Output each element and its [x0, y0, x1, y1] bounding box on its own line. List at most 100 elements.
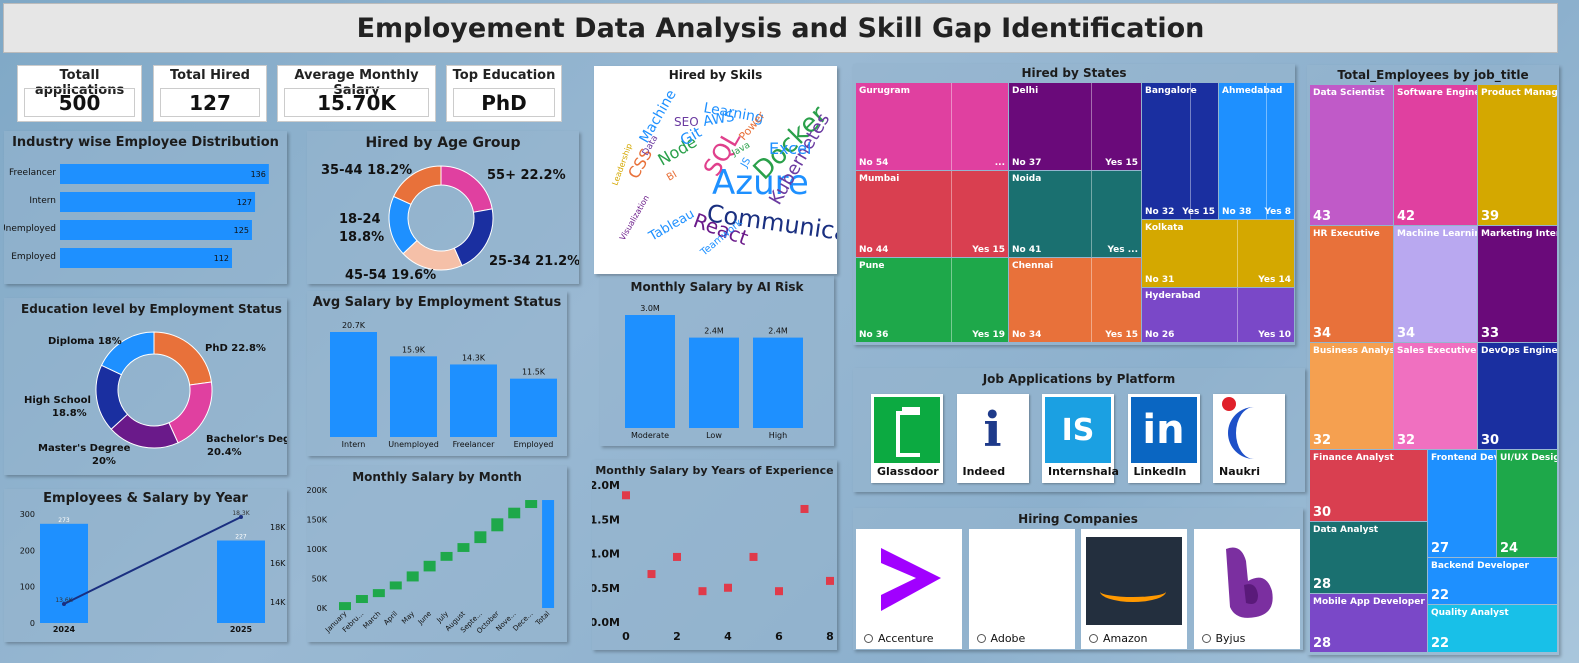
scatter-point: [673, 552, 681, 561]
companies-panel[interactable]: Hiring Companies Accenture Adobe Amazon Byj…: [853, 508, 1303, 650]
y2-tick-label: 16K: [270, 559, 286, 568]
kpi-label: Total Hired: [170, 68, 250, 83]
platform-card[interactable]: i Indeed: [956, 394, 1029, 483]
job-title-count: 43: [1313, 209, 1332, 224]
state-yes-count: Yes 8: [1264, 207, 1291, 217]
radio-button[interactable]: [976, 634, 986, 643]
state-tile[interactable]: Noida No 41 Yes ...: [1009, 171, 1141, 257]
radio-button[interactable]: [1201, 634, 1211, 643]
job-title-count: 24: [1500, 541, 1519, 556]
company-card[interactable]: Amazon: [1081, 529, 1187, 649]
monthly-salary-panel[interactable]: Monthly Salary by Month 0K 50K 100K 150K 200…: [307, 466, 567, 642]
states-panel[interactable]: Hired by States Gurugram No 54... Delhi No …: [853, 64, 1295, 345]
state-tile[interactable]: Ahmedabad No 38 Yes 8: [1219, 83, 1294, 219]
bar-category-label: Intern: [29, 196, 56, 206]
state-tile[interactable]: Delhi No 37 Yes 15: [1009, 83, 1141, 170]
salary-point: [239, 515, 243, 519]
platform-card[interactable]: in LinkedIn: [1127, 394, 1200, 483]
age-group-panel[interactable]: Hired by Age Group 55+ 22.2% 25-34 21.2% 4…: [307, 131, 579, 284]
job-title-tile[interactable]: Software Engineer 42: [1394, 85, 1477, 225]
donut-slice: [153, 331, 213, 386]
experience-panel[interactable]: Monthly Salary by Years of Experience 0.…: [592, 460, 837, 650]
ai-risk-panel[interactable]: Monthly Salary by AI Risk 3.0M Moderate 2.…: [600, 276, 834, 446]
job-title-tile[interactable]: Business Analyst 32: [1310, 343, 1393, 449]
scatter-point: [826, 576, 834, 585]
avg-salary-bar-chart: 20.7K Intern 15.9K Unemployed 14.3K Freelance…: [330, 321, 557, 449]
employees-year-panel[interactable]: Employees & Salary by Year 0 100 200 300 14K…: [4, 489, 287, 642]
bar-category-label: Moderate: [631, 431, 669, 440]
job-title-tile[interactable]: Frontend Dev... 27: [1428, 450, 1496, 557]
job-title-panel[interactable]: Total_Employees by job_title Data Scient…: [1307, 65, 1559, 655]
job-title-name: UI/UX Desig...: [1500, 453, 1557, 463]
scatter-point: [622, 491, 630, 500]
job-title-tile[interactable]: HR Executive 34: [1310, 226, 1393, 342]
state-tile[interactable]: Pune No 36 Yes 19: [856, 258, 1008, 342]
vertical-bar: [753, 337, 803, 428]
state-name: Noida: [1012, 174, 1042, 184]
platform-panel[interactable]: Job Applications by Platform Glassdoor i I…: [853, 368, 1305, 492]
job-title-name: Software Engineer: [1397, 88, 1477, 98]
job-title-count: 32: [1313, 433, 1332, 448]
job-title-name: HR Executive: [1313, 229, 1380, 239]
x-tick-label: 4: [724, 630, 732, 643]
company-label: Accenture: [878, 632, 934, 645]
job-title-tile[interactable]: Product Manager 39: [1478, 85, 1557, 225]
radio-button[interactable]: [1089, 634, 1098, 643]
waterfall-step: [491, 518, 504, 532]
bar-category-label: Freelancer: [453, 440, 495, 449]
x-tick-label: 6: [775, 630, 783, 643]
waterfall-step: [525, 500, 538, 509]
donut-label: Master's Degree: [38, 443, 131, 454]
platform-card[interactable]: Naukri: [1213, 394, 1285, 483]
job-title-tile[interactable]: Backend Developer 22: [1428, 558, 1557, 604]
state-yes-count: Yes ...: [1107, 245, 1138, 255]
platform-card[interactable]: IS Internshala: [1042, 394, 1119, 483]
tile-divider: [1091, 83, 1092, 170]
total-bar: [542, 500, 555, 608]
tile-divider: [1190, 83, 1191, 219]
job-title-name: Backend Developer: [1431, 561, 1529, 571]
job-title-tile[interactable]: DevOps Engineer 30: [1478, 343, 1557, 449]
bar-category-label: Unemployed: [388, 440, 439, 449]
company-label: Amazon: [1103, 632, 1148, 645]
job-title-tile[interactable]: Finance Analyst 30: [1310, 450, 1427, 521]
job-title-tile[interactable]: Marketing Intern 33: [1478, 226, 1557, 342]
state-tile[interactable]: Kolkata No 31 Yes 14: [1142, 220, 1294, 287]
job-title-count: 42: [1397, 209, 1416, 224]
state-tile[interactable]: Mumbai No 44 Yes 15: [856, 171, 1008, 257]
state-tile[interactable]: Gurugram No 54...: [856, 83, 1008, 170]
radio-button[interactable]: [864, 634, 873, 643]
education-panel[interactable]: Education level by Employment Status PhD…: [4, 298, 287, 475]
vertical-bar: [689, 337, 739, 428]
company-card[interactable]: Accenture: [856, 529, 962, 649]
avg-salary-panel[interactable]: Avg Salary by Employment Status 20.7K Int…: [307, 291, 567, 456]
job-title-name: Data Analyst: [1313, 525, 1379, 535]
industry-panel[interactable]: Industry wise Employee Distribution Free…: [4, 131, 287, 284]
scatter-point: [698, 587, 707, 596]
job-title-name: Machine Learnin...: [1397, 229, 1477, 239]
x-tick-label: 0: [622, 630, 630, 643]
job-title-tile[interactable]: Quality Analyst 22: [1428, 605, 1557, 652]
job-title-name: Product Manager: [1481, 88, 1557, 98]
job-title-name: Frontend Dev...: [1431, 453, 1496, 463]
bar-value-label: 2.4M: [768, 327, 788, 336]
state-tile[interactable]: Hyderabad No 26 Yes 10: [1142, 288, 1294, 342]
platform-card[interactable]: Glassdoor: [871, 394, 943, 483]
job-title-tile[interactable]: Data Scientist 43: [1310, 85, 1393, 225]
state-tile[interactable]: Bangalore No 32 Yes 15: [1142, 83, 1218, 219]
skills-panel[interactable]: Hired by Skils Azure Communication Docker S…: [594, 66, 837, 274]
bar-value-label: 112: [214, 254, 229, 263]
donut-slice: [453, 208, 494, 267]
job-title-tile[interactable]: Mobile App Developer 28: [1310, 594, 1427, 652]
job-title-tile[interactable]: Machine Learnin... 34: [1394, 226, 1477, 342]
job-title-tile[interactable]: UI/UX Desig... 24: [1497, 450, 1557, 557]
job-title-count: 27: [1431, 541, 1450, 556]
kpi-label: Totall applications: [34, 68, 125, 98]
job-title-tile[interactable]: Data Analyst 28: [1310, 522, 1427, 593]
company-card[interactable]: Byjus: [1193, 529, 1300, 649]
state-tile[interactable]: Chennai No 34 Yes 15: [1009, 258, 1141, 342]
job-title-tile[interactable]: Sales Executive 32: [1394, 343, 1477, 449]
scatter-point: [647, 570, 656, 579]
company-card[interactable]: Adobe: [968, 529, 1075, 649]
